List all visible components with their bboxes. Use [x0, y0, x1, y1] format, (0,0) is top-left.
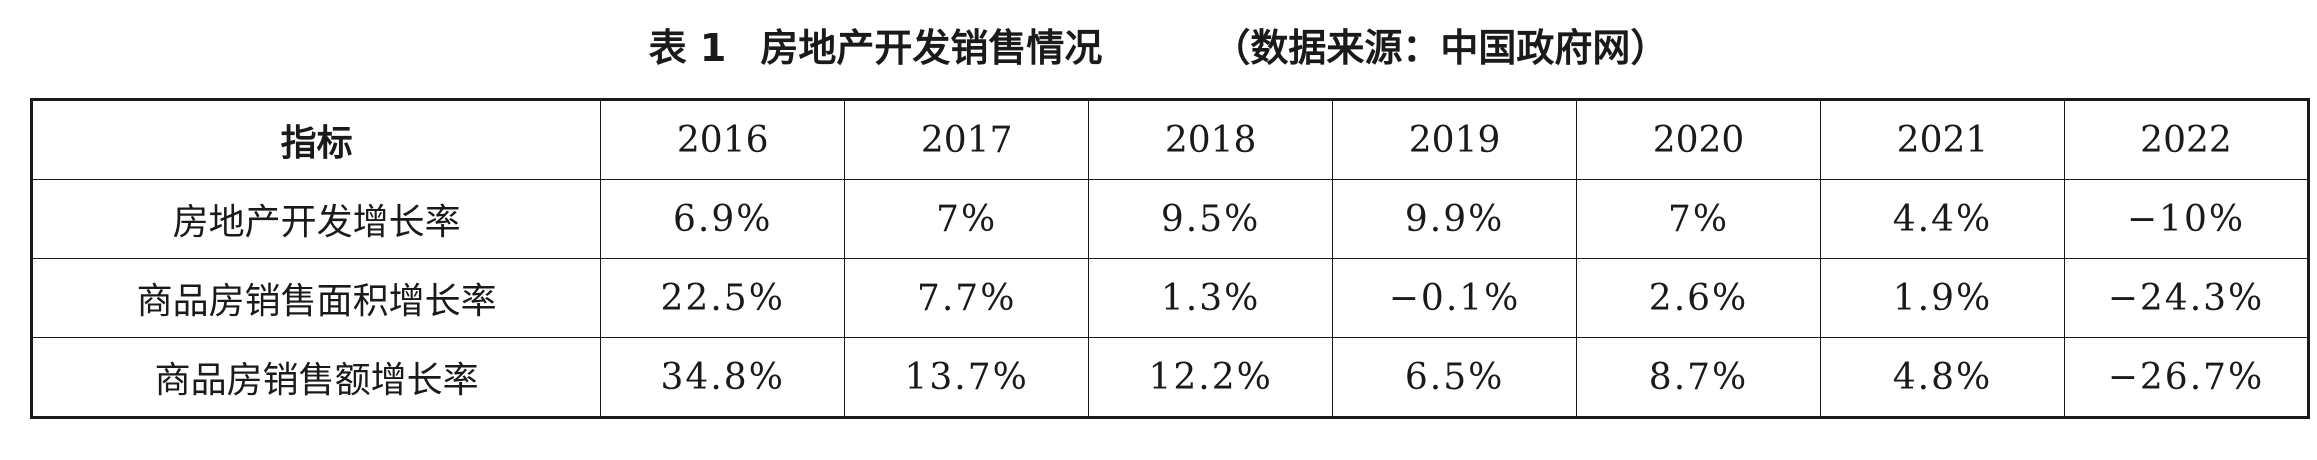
header-indicator: 指标 [30, 99, 602, 180]
header-year: 2018 [1088, 99, 1334, 180]
table-cell: 9.9% [1332, 179, 1578, 259]
table-title: 房地产开发销售情况 [760, 25, 1103, 70]
table-cell: −24.3% [2063, 258, 2310, 338]
table-cell: 6.9% [600, 179, 846, 259]
table-caption: 表 1 房地产开发销售情况 （数据来源：中国政府网） [0, 14, 2317, 74]
header-year: 2020 [1576, 99, 1822, 180]
header-year: 2016 [600, 99, 846, 180]
table-cell: 8.7% [1576, 337, 1822, 418]
table-cell: 9.5% [1088, 179, 1334, 259]
table-cell: −26.7% [2063, 337, 2310, 418]
header-row: 指标 2016 2017 2018 2019 2020 2021 2022 [30, 99, 2310, 180]
real-estate-table: 指标 2016 2017 2018 2019 2020 2021 2022 房地… [30, 98, 2310, 419]
table-cell: 34.8% [600, 337, 846, 418]
table-cell: 12.2% [1088, 337, 1334, 418]
table-cell: 22.5% [600, 258, 846, 338]
table-cell: 2.6% [1576, 258, 1822, 338]
table-row: 商品房销售额增长率 34.8% 13.7% 12.2% 6.5% 8.7% 4.… [30, 337, 2310, 418]
table-cell: 6.5% [1332, 337, 1578, 418]
table-row: 房地产开发增长率 6.9% 7% 9.5% 9.9% 7% 4.4% −10% [30, 179, 2310, 259]
row-label: 房地产开发增长率 [30, 179, 602, 259]
table-cell: −10% [2063, 179, 2310, 259]
table-cell: 7% [844, 179, 1090, 259]
table-number: 表 1 [648, 25, 727, 70]
header-year: 2022 [2063, 99, 2310, 180]
table-cell: 13.7% [844, 337, 1090, 418]
table-cell: 7% [1576, 179, 1822, 259]
data-source: （数据来源：中国政府网） [1212, 25, 1669, 70]
header-year: 2021 [1820, 99, 2065, 180]
row-label: 商品房销售面积增长率 [30, 258, 602, 338]
row-label: 商品房销售额增长率 [30, 337, 602, 418]
table-cell: 7.7% [844, 258, 1090, 338]
table-cell: −0.1% [1332, 258, 1578, 338]
header-year: 2019 [1332, 99, 1578, 180]
table-row: 商品房销售面积增长率 22.5% 7.7% 1.3% −0.1% 2.6% 1.… [30, 258, 2310, 338]
table-cell: 1.3% [1088, 258, 1334, 338]
table-cell: 4.4% [1820, 179, 2065, 259]
table-cell: 1.9% [1820, 258, 2065, 338]
table-cell: 4.8% [1820, 337, 2065, 418]
header-year: 2017 [844, 99, 1090, 180]
